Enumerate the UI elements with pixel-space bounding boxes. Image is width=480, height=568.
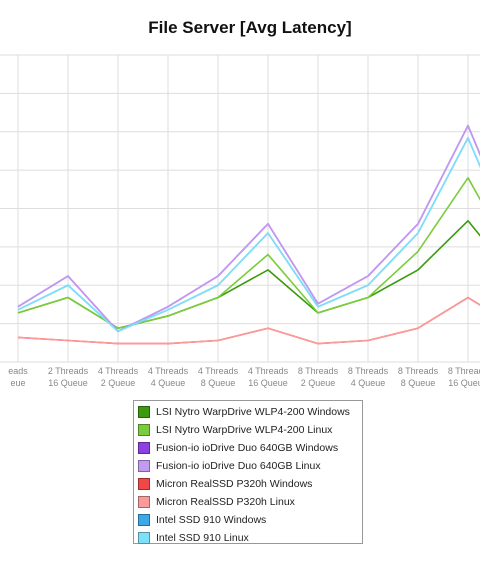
series-line-8 [17, 137, 480, 333]
x-tick-label: 4 Threads 16 Queue [248, 366, 289, 388]
series-line-2 [17, 177, 480, 330]
legend-swatch [138, 478, 150, 490]
legend-swatch [138, 514, 150, 526]
line-chart: eads eue 2 Threads 16 Queue 4 Threads 2 Queue… [0, 54, 480, 388]
legend-swatch [138, 496, 150, 508]
x-tick-label: 8 Threads 8 Queue [398, 366, 439, 388]
x-tick-label: 4 Threads 2 Queue [98, 366, 139, 388]
x-tick-label: 8 Threads 4 Queue [348, 366, 389, 388]
legend-label: LSI Nytro WarpDrive WLP4-200 Linux [156, 424, 333, 436]
legend-swatch [138, 460, 150, 472]
x-tick-label: eads eue [8, 366, 28, 388]
chart-title: File Server [Avg Latency] [148, 18, 352, 37]
legend-item[interactable]: LSI Nytro WarpDrive WLP4-200 Windows [138, 403, 358, 421]
legend-swatch [138, 424, 150, 436]
legend: LSI Nytro WarpDrive WLP4-200 Windows LSI … [133, 400, 363, 544]
legend-item[interactable]: Fusion-io ioDrive Duo 640GB Linux [138, 457, 358, 475]
legend-item[interactable]: Intel SSD 910 Windows [138, 511, 358, 529]
legend-item[interactable]: LSI Nytro WarpDrive WLP4-200 Linux [138, 421, 358, 439]
legend-swatch [138, 532, 150, 544]
series-line-5 [17, 296, 480, 345]
legend-label: Fusion-io ioDrive Duo 640GB Windows [156, 442, 339, 454]
legend-label: Intel SSD 910 Windows [156, 514, 267, 526]
legend-label: Intel SSD 910 Linux [156, 532, 249, 544]
series-line-4 [17, 124, 480, 333]
x-tick-label: 8 Threads 2 Queue [298, 366, 339, 388]
series-lines [17, 124, 480, 345]
x-axis-tick-labels: eads eue 2 Threads 16 Queue 4 Threads 2 Queue… [8, 366, 480, 388]
legend-label: LSI Nytro WarpDrive WLP4-200 Windows [156, 406, 350, 418]
x-tick-label: 2 Threads 16 Queue [48, 366, 89, 388]
series-line-1 [17, 219, 480, 330]
legend-item[interactable]: Fusion-io ioDrive Duo 640GB Windows [138, 439, 358, 457]
legend-swatch [138, 442, 150, 454]
legend-label: Fusion-io ioDrive Duo 640GB Linux [156, 460, 321, 472]
x-tick-label: 4 Threads 8 Queue [198, 366, 239, 388]
series-line-6 [17, 296, 480, 345]
legend-item[interactable]: Micron RealSSD P320h Windows [138, 475, 358, 493]
legend-item[interactable]: Micron RealSSD P320h Linux [138, 493, 358, 511]
legend-item[interactable]: Intel SSD 910 Linux [138, 529, 358, 547]
grid [0, 54, 480, 363]
x-tick-label: 4 Threads 4 Queue [148, 366, 189, 388]
legend-label: Micron RealSSD P320h Windows [156, 478, 313, 490]
series-line-3 [17, 124, 480, 333]
legend-label: Micron RealSSD P320h Linux [156, 496, 295, 508]
legend-swatch [138, 406, 150, 418]
